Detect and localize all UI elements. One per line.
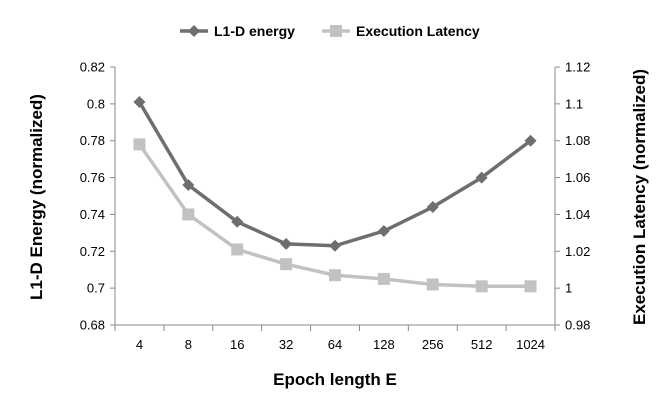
data-point-l1-d-energy: [182, 178, 195, 191]
x-tick-label: 128: [373, 337, 395, 352]
y-tick-label-right: 1.08: [565, 133, 590, 148]
legend-marker-diamond: [188, 25, 200, 37]
x-tick-label: 256: [422, 337, 444, 352]
y-tick-label-right: 1.04: [565, 207, 590, 222]
series-line-l1-d-energy: [137, 101, 532, 248]
y-tick-label-left: 0.76: [80, 170, 105, 185]
data-point-execution-latency: [133, 138, 146, 151]
x-tick-label: 8: [185, 337, 192, 352]
series-line-execution-latency: [138, 143, 531, 289]
data-point-execution-latency: [231, 243, 244, 256]
y-axis-title-left: L1-D Energy (normalized): [27, 94, 46, 300]
x-tick-label: 1024: [516, 337, 545, 352]
legend-label-execution-latency: Execution Latency: [356, 23, 480, 39]
data-point-l1-d-energy: [524, 134, 537, 147]
data-point-execution-latency: [377, 272, 390, 285]
data-point-execution-latency: [475, 280, 488, 293]
y-tick-label-left: 0.72: [80, 244, 105, 259]
y-axis-title-right: Execution Latency (normalized): [630, 69, 649, 325]
data-point-l1-d-energy: [280, 237, 293, 250]
x-tick-label: 32: [279, 337, 293, 352]
data-point-execution-latency: [280, 258, 293, 271]
y-tick-label-right: 1.12: [565, 60, 590, 75]
data-point-l1-d-energy: [475, 171, 488, 184]
data-point-execution-latency: [524, 280, 537, 293]
data-point-execution-latency: [426, 278, 439, 291]
y-tick-label-left: 0.82: [80, 60, 105, 75]
x-tick-label: 4: [136, 337, 143, 352]
y-tick-label-right: 1.1: [565, 96, 583, 111]
data-point-execution-latency: [182, 208, 195, 221]
y-tick-label-left: 0.7: [87, 281, 105, 296]
x-tick-label: 512: [471, 337, 493, 352]
x-axis-title: Epoch length E: [273, 370, 397, 389]
data-point-l1-d-energy: [329, 239, 341, 252]
data-point-l1-d-energy: [231, 215, 244, 228]
legend: L1-D energy Execution Latency: [180, 23, 480, 39]
series-group: [133, 96, 537, 293]
data-point-l1-d-energy: [426, 201, 439, 214]
y-tick-label-right: 0.98: [565, 318, 590, 333]
legend-marker-square: [330, 25, 342, 37]
y-tick-label-right: 1: [565, 281, 572, 296]
y-tick-label-left: 0.78: [80, 133, 105, 148]
x-tick-label: 64: [328, 337, 342, 352]
axes: 0.68 0.7 0.72 0.74 0.76 0.78 0.8 0.82 0.98 1 1.02 1…: [80, 60, 591, 353]
y-tick-label-left: 0.8: [87, 96, 105, 111]
data-point-l1-d-energy: [133, 96, 146, 109]
y-tick-label-left: 0.68: [80, 318, 105, 333]
x-tick-label: 16: [230, 337, 244, 352]
data-point-execution-latency: [329, 269, 341, 282]
y-tick-label-left: 0.74: [80, 207, 105, 222]
y-tick-label-right: 1.02: [565, 244, 590, 259]
data-point-l1-d-energy: [377, 225, 390, 238]
y-tick-label-right: 1.06: [565, 170, 590, 185]
legend-label-l1d-energy: L1-D energy: [214, 23, 295, 39]
